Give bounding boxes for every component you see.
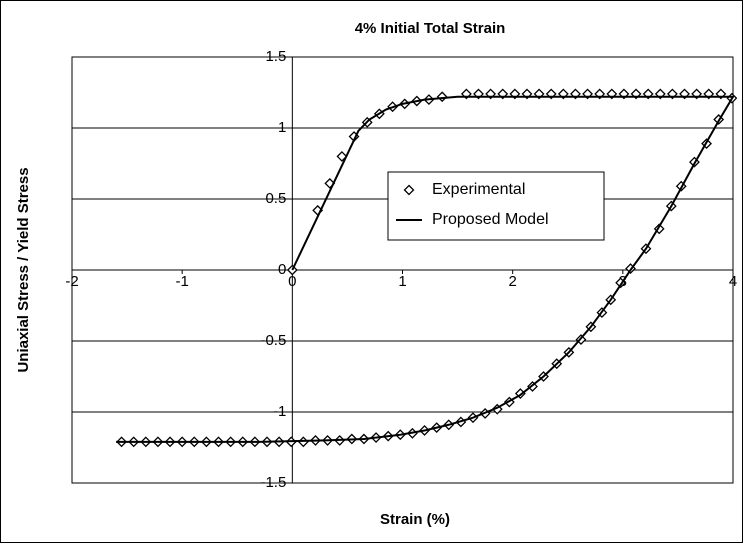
legend-marker	[403, 184, 415, 196]
y-axis-label: Uniaxial Stress / Yield Stress	[15, 167, 32, 372]
legend-box	[387, 171, 605, 241]
x-axis-label: Strain (%)	[380, 511, 450, 528]
data-point	[286, 264, 298, 276]
y-tick-label: -1.5	[260, 474, 286, 491]
y-tick-label: -0.5	[260, 332, 286, 349]
y-tick-label: -1	[273, 403, 286, 420]
legend-label: Experimental	[432, 181, 525, 198]
x-tick-label: 4	[729, 273, 737, 290]
x-tick-label: 1	[398, 273, 406, 290]
data-point	[653, 223, 665, 235]
x-tick-label: 2	[508, 273, 516, 290]
chart-title: 4% Initial Total Strain	[355, 20, 506, 37]
y-tick-label: 1	[278, 119, 286, 136]
y-tick-label: 1.5	[265, 48, 286, 65]
y-tick-label: 0.5	[265, 190, 286, 207]
x-tick-label: -1	[175, 273, 188, 290]
model-line	[116, 95, 735, 443]
x-tick-label: -2	[65, 273, 78, 290]
y-tick-label: 0	[278, 261, 286, 278]
legend-label: Proposed Model	[432, 211, 549, 228]
